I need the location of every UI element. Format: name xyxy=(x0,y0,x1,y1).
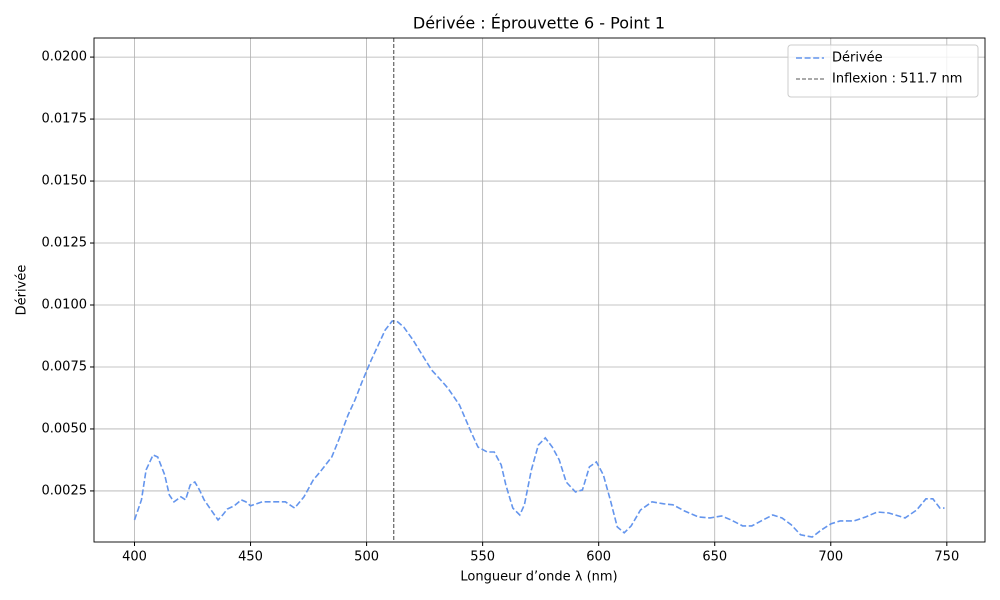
y-tick-label: 0.0075 xyxy=(42,359,88,374)
y-tick-label: 0.0125 xyxy=(42,236,88,251)
x-tick-label: 500 xyxy=(354,550,379,565)
x-tick-label: 600 xyxy=(586,550,611,565)
x-tick-label: 450 xyxy=(238,550,263,565)
x-tick-label: 550 xyxy=(470,550,495,565)
plot-frame xyxy=(93,37,986,543)
y-tick-label: 0.0175 xyxy=(42,112,88,127)
x-axis-label: Longueur d’onde λ (nm) xyxy=(460,570,617,585)
y-axis-label: Dérivée xyxy=(15,265,30,316)
legend-label: Dérivée xyxy=(832,51,883,66)
y-tick-label: 0.0025 xyxy=(42,483,88,498)
x-tick-label: 400 xyxy=(122,550,147,565)
x-tick-label: 700 xyxy=(818,550,843,565)
x-tick-label: 750 xyxy=(934,550,959,565)
legend-box xyxy=(787,44,979,98)
y-tick-label: 0.0200 xyxy=(42,50,88,65)
data-line xyxy=(133,320,945,538)
y-tick-label: 0.0150 xyxy=(42,174,88,189)
y-tick-label: 0.0050 xyxy=(42,421,88,436)
x-tick-label: 650 xyxy=(702,550,727,565)
legend-label: Inflexion : 511.7 nm xyxy=(832,72,962,87)
chart-title: Dérivée : Éprouvette 6 - Point 1 xyxy=(413,14,665,33)
y-tick-label: 0.0100 xyxy=(42,297,88,312)
